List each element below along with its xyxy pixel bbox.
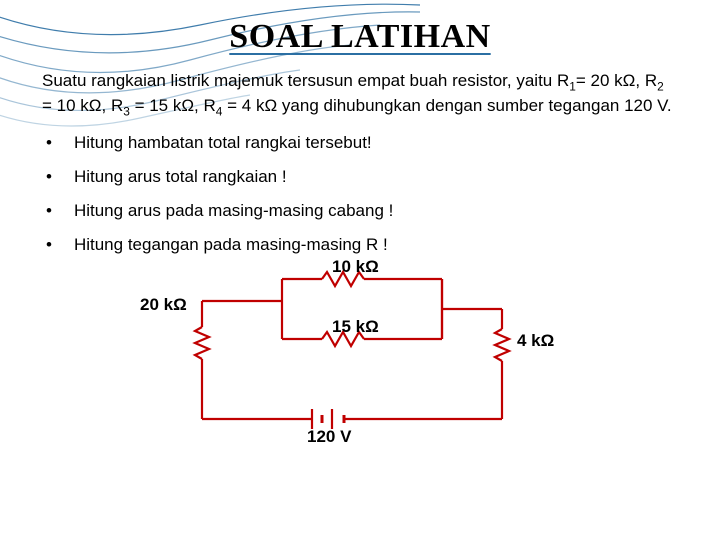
bullet-text: Hitung tegangan pada masing-masing R ! (74, 235, 388, 255)
para-text: = 10 kΩ, R (42, 96, 123, 115)
r1-label: 20 kΩ (140, 295, 187, 315)
list-item: Hitung arus total rangkaian ! (46, 167, 678, 187)
para-text: Suatu rangkaian listrik majemuk tersusun… (42, 71, 569, 90)
question-list: Hitung hambatan total rangkai tersebut! … (46, 133, 678, 255)
r4-label: 4 kΩ (517, 331, 554, 351)
para-text: = 20 kΩ, R (576, 71, 657, 90)
para-text: = 15 kΩ, R (130, 96, 216, 115)
para-text: = 4 kΩ yang dihubungkan dengan sumber te… (222, 96, 671, 115)
problem-paragraph: Suatu rangkaian listrik majemuk tersusun… (42, 70, 678, 119)
list-item: Hitung hambatan total rangkai tersebut! (46, 133, 678, 153)
sub-3: 3 (123, 104, 130, 118)
sub-1: 1 (569, 79, 576, 93)
sub-2: 2 (657, 79, 664, 93)
list-item: Hitung tegangan pada masing-masing R ! (46, 235, 678, 255)
bullet-text: Hitung hambatan total rangkai tersebut! (74, 133, 372, 153)
slide-title: SOAL LATIHAN (42, 18, 678, 56)
list-item: Hitung arus pada masing-masing cabang ! (46, 201, 678, 221)
r3-label: 15 kΩ (332, 317, 379, 337)
slide: SOAL LATIHAN Suatu rangkaian listrik maj… (0, 0, 720, 540)
circuit-svg (162, 269, 582, 449)
r2-label: 10 kΩ (332, 257, 379, 277)
voltage-label: 120 V (307, 427, 351, 447)
bullet-text: Hitung arus pada masing-masing cabang ! (74, 201, 393, 221)
bullet-text: Hitung arus total rangkaian ! (74, 167, 287, 187)
circuit-diagram: 10 kΩ 20 kΩ 15 kΩ 4 kΩ 120 V (162, 269, 582, 449)
